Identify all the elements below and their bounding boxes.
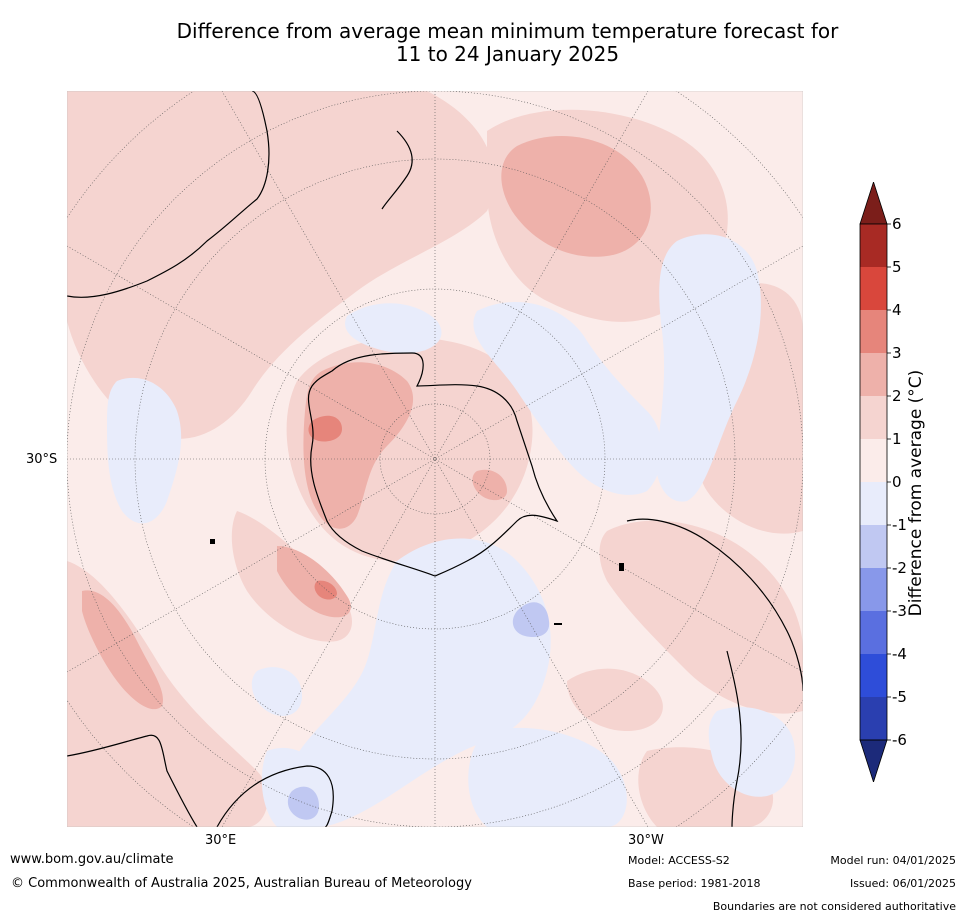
colorbar-extend-high [859, 182, 888, 225]
africa-coast-2 [216, 765, 334, 827]
colorbar-segment [860, 224, 887, 267]
colorbar-tick-label: -5 [892, 688, 907, 706]
colorbar-tick-label: -1 [892, 516, 907, 534]
website-text: www.bom.gov.au/climate [10, 852, 174, 867]
colorbar-tick-label: 0 [892, 473, 902, 491]
colorbar-segment [860, 697, 887, 740]
colorbar-segment [860, 654, 887, 697]
model-text: Model: ACCESS-S2 [628, 854, 730, 867]
graticule [67, 91, 803, 827]
colorbar-tick-label: 5 [892, 258, 902, 276]
south-america-coast [626, 518, 803, 692]
lon-label-30w: 30°W [628, 833, 664, 848]
disclaimer-text: Boundaries are not considered authoritat… [712, 900, 956, 913]
colorbar-tick-label: -6 [892, 731, 907, 749]
base-period-text: Base period: 1981-2018 [628, 877, 761, 890]
africa-coast [67, 734, 198, 827]
colorbar-segment [860, 439, 887, 482]
colorbar-tick-label: 3 [892, 344, 902, 362]
new-zealand-coast [381, 130, 413, 210]
colorbar-segment [860, 267, 887, 310]
colorbar: 6 5 4 3 2 1 0 -1 -2 -3 -4 -5 -6 [859, 182, 907, 782]
coastlines [67, 91, 803, 827]
colorbar-tick-label: 4 [892, 301, 902, 319]
colorbar-segment [860, 353, 887, 396]
antarctica-coast [307, 352, 559, 577]
colorbar-segment [860, 396, 887, 439]
australia-coast [67, 91, 270, 298]
colorbar-label: Difference from average (°C) [906, 369, 926, 617]
colorbar-segment [860, 525, 887, 568]
colorbar-tick-label: -2 [892, 559, 907, 577]
model-run-text: Model run: 04/01/2025 [830, 854, 956, 867]
colorbar-segment [860, 482, 887, 525]
copyright-text: © Commonwealth of Australia 2025, Austra… [11, 876, 472, 891]
colorbar-tick-label: -4 [892, 645, 907, 663]
colorbar-tick-label: -3 [892, 602, 907, 620]
colorbar-tick-label: 1 [892, 430, 902, 448]
colorbar-tick-label: 2 [892, 387, 902, 405]
polar-map [67, 91, 803, 827]
map-canvas [67, 91, 803, 827]
south-america-coast-2 [726, 650, 742, 827]
lon-label-30e: 30°E [205, 833, 237, 848]
title-line-2: 11 to 24 January 2025 [395, 42, 620, 66]
colorbar-segment [860, 611, 887, 654]
lat-label-30s: 30°S [26, 452, 58, 467]
islands [210, 539, 624, 625]
anomaly-2-3-regions [82, 136, 651, 710]
issued-text: Issued: 06/01/2025 [849, 877, 956, 890]
colorbar-extend-low [859, 739, 888, 782]
anomaly-3-4-regions [308, 415, 342, 600]
map-title: Difference from average mean minimum tem… [60, 20, 955, 66]
anomaly-neg-1-2-regions [287, 602, 550, 820]
colorbar-segment [860, 310, 887, 353]
colorbar-segment [860, 568, 887, 611]
colorbar-tick-label: 6 [892, 215, 902, 233]
title-line-1: Difference from average mean minimum tem… [176, 19, 839, 43]
